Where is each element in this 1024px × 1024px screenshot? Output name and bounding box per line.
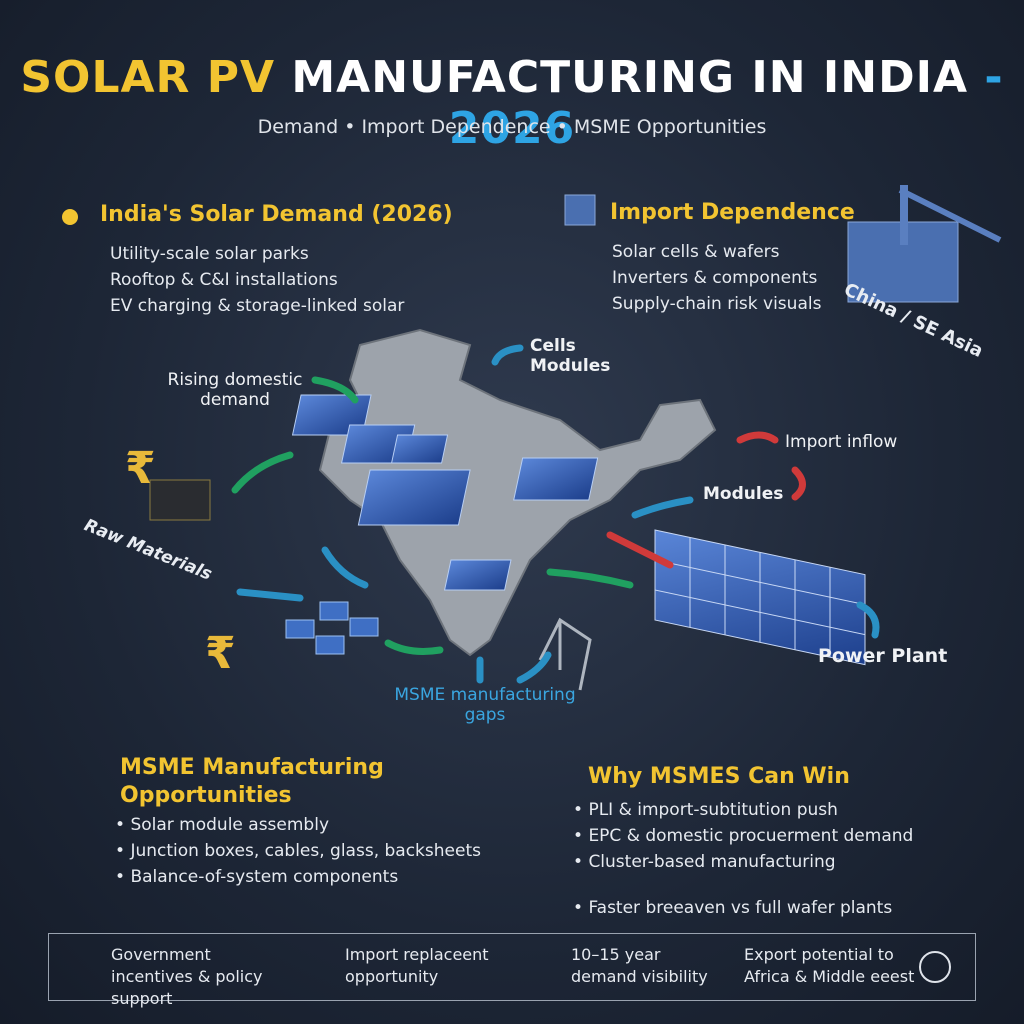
map-label: Import inflow <box>785 432 898 452</box>
list-text: Cluster-based manufacturing <box>588 852 836 872</box>
globe-icon <box>919 951 951 983</box>
map-label: Modules <box>530 356 611 376</box>
sun-icon <box>62 209 78 225</box>
import-heading: Import Dependence <box>610 200 855 225</box>
list-item: • Cluster-based manufacturing <box>573 852 836 872</box>
container <box>564 185 1002 303</box>
chip <box>149 479 211 521</box>
list-text: Balance-of-system components <box>130 867 399 887</box>
demand-heading: India's Solar Demand (2026) <box>100 202 453 227</box>
list-item: • Solar module assembly <box>115 815 330 835</box>
map-label: Modules <box>703 484 784 504</box>
rupee-icon: ₹ <box>125 443 156 494</box>
frame <box>538 617 592 691</box>
list-item: Rooftop & C&I installations <box>110 270 338 290</box>
list-text: Solar module assembly <box>130 815 330 835</box>
list-item: Utility-scale solar parks <box>110 244 309 264</box>
list-item: Supply-chain risk visuals <box>612 294 822 314</box>
msme-heading: MSME Manufacturing Opportunities <box>120 755 384 808</box>
demand-list: Utility-scale solar parks Rooftop & C&I … <box>110 241 404 319</box>
title-part: SOLAR PV <box>20 52 276 103</box>
list-item: EV charging & storage-linked solar <box>110 296 405 316</box>
map-label: Cells Modules <box>530 336 620 376</box>
footer-item: Import replaceent opportunity <box>345 945 489 986</box>
map-label: Cells <box>530 336 576 356</box>
footer-item: Government incentives & policy support <box>111 945 263 1008</box>
rupee-icon: ₹ <box>205 628 236 679</box>
subtitle: Demand • Import Dependence • MSME Opport… <box>257 116 767 138</box>
title: SOLAR PV MANUFACTURING IN INDIA - 2026 <box>0 52 1024 154</box>
footer-item: Export potential to Africa & Middle eees… <box>744 945 915 986</box>
power-plant <box>654 529 866 666</box>
list-item: Solar cells & wafers <box>612 242 780 262</box>
map-label: Power Plant <box>818 645 948 667</box>
import-list: Solar cells & wafers Inverters & compone… <box>612 239 821 317</box>
footer-item: 10–15 year demand visibility <box>571 945 708 986</box>
title-part: MANUFACTURING IN INDIA <box>291 52 969 103</box>
list-text: Junction boxes, cables, glass, backsheet… <box>130 841 481 861</box>
list-item: • PLI & import-subtitution push <box>573 800 838 820</box>
list-item: • Balance-of-system components <box>115 867 399 887</box>
flow-arrows <box>231 344 880 684</box>
list-item: • EPC & domestic procuerment demand <box>573 826 914 846</box>
msme-list: • Solar module assembly • Junction boxes… <box>115 812 481 890</box>
title-part: - 2026 <box>448 52 1004 154</box>
list-item: • Faster breeaven vs full wafer plants <box>573 898 893 918</box>
map-label: MSME manufacturing gaps <box>394 685 576 725</box>
list-text: PLI & import-subtitution push <box>588 800 838 820</box>
map-panels <box>291 394 599 591</box>
list-item: Inverters & components <box>612 268 818 288</box>
footer-bar: Government incentives & policy support I… <box>48 933 976 1008</box>
why-list: • PLI & import-subtitution push • EPC & … <box>573 797 913 921</box>
why-heading: Why MSMES Can Win <box>588 764 850 789</box>
list-text: Faster breeaven vs full wafer plants <box>588 898 893 918</box>
list-item: • Junction boxes, cables, glass, backshe… <box>115 841 481 861</box>
list-text: EPC & domestic procuerment demand <box>588 826 914 846</box>
map-label: Rising domestic demand <box>167 370 303 410</box>
small-panels <box>285 601 379 655</box>
